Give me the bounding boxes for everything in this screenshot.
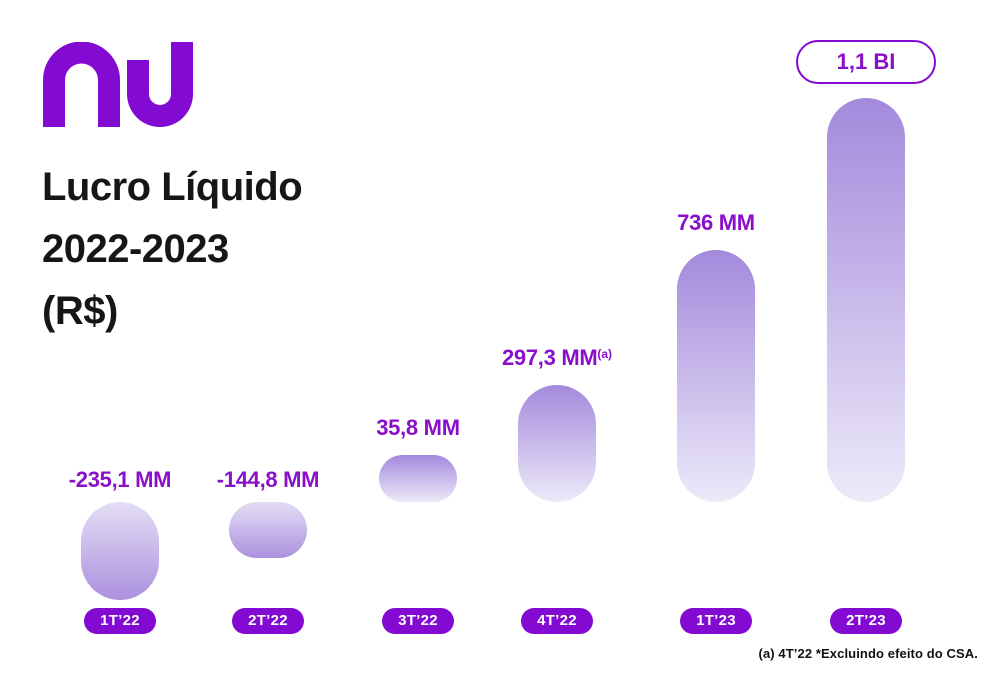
value-label-3t22: 35,8 MM [376, 415, 460, 440]
value-superscript-4t22: (a) [597, 347, 613, 361]
bar-2t23 [827, 98, 905, 502]
bar-1t23 [677, 250, 755, 502]
nubank-logo [43, 42, 193, 127]
bar-4t22 [518, 385, 596, 502]
x-axis-badge-1t23: 1T’23 [680, 608, 752, 634]
value-label-1t22: -235,1 MM [68, 467, 172, 492]
value-pill-2t23: 1,1 BI [796, 40, 936, 84]
x-axis-badge-2t22: 2T’22 [232, 608, 304, 634]
page-title-line-2: 2022-2023 [42, 227, 229, 271]
x-axis-badge-2t23: 2T’23 [830, 608, 902, 634]
x-axis-badge-4t22: 4T’22 [521, 608, 593, 634]
nu-logo-glyphs [43, 42, 193, 127]
value-label-1t23: 736 MM [677, 210, 755, 235]
bar-2t22 [229, 502, 307, 558]
bar-3t22 [379, 455, 457, 502]
value-label-4t22: 297,3 MM(a) [501, 345, 613, 370]
page-title-line-1: Lucro Líquido [42, 165, 303, 209]
x-axis-badge-1t22: 1T’22 [84, 608, 156, 634]
footnote: (a) 4T’22 *Excluindo efeito do CSA. [758, 646, 978, 661]
page-title-line-3: (R$) [42, 289, 118, 333]
bar-1t22 [81, 502, 159, 600]
page-title: Lucro Líquido 2022-2023 (R$) [42, 156, 303, 342]
value-label-2t22: -144,8 MM [216, 467, 320, 492]
x-axis-badge-3t22: 3T’22 [382, 608, 454, 634]
